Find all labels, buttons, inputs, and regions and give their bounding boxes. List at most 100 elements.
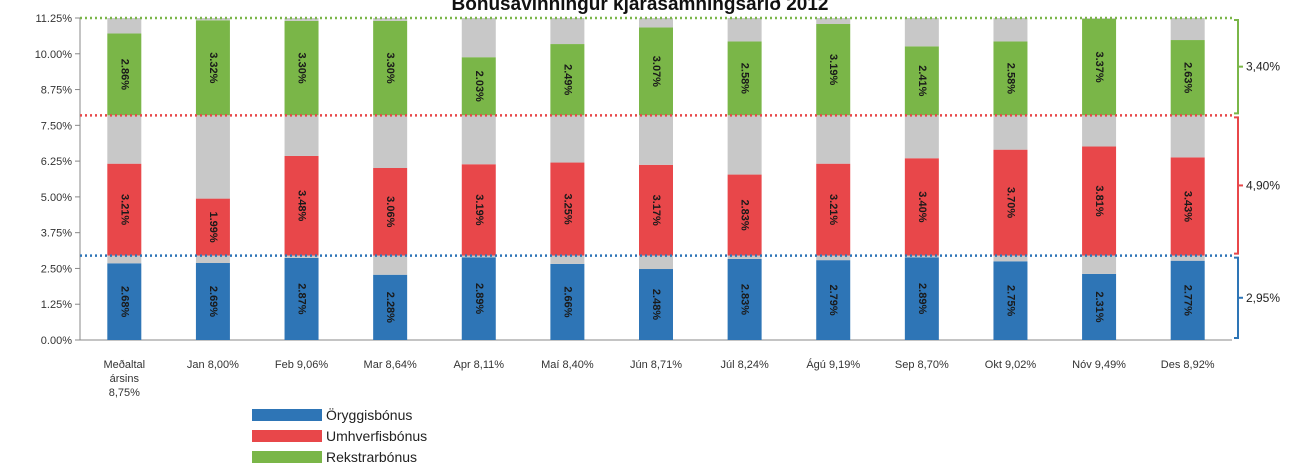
data-label: 3.30% bbox=[296, 52, 308, 83]
data-label: 3.70% bbox=[1004, 187, 1016, 218]
bar-segment bbox=[816, 260, 851, 340]
y-axis: 0.00% 1.25% 2.50% 3.75% 5.00% 6.25% 7.50% 8.75%… bbox=[35, 13, 1232, 347]
bar-segment bbox=[816, 163, 851, 256]
bar-segment bbox=[373, 274, 408, 340]
bar-segment bbox=[107, 163, 142, 256]
bar-segment bbox=[639, 269, 673, 340]
bar-segment bbox=[904, 257, 939, 340]
bar-segment bbox=[993, 149, 1028, 256]
band-brackets: 2,95% 4,90% 3,40% bbox=[1234, 19, 1280, 339]
y-tick-label: 6.25% bbox=[41, 156, 72, 168]
data-label: 2.28% bbox=[384, 292, 396, 323]
data-label: 2.49% bbox=[561, 64, 573, 95]
remainder-segment bbox=[373, 18, 408, 21]
remainder-segment bbox=[373, 115, 408, 168]
data-label: 3.06% bbox=[384, 196, 396, 227]
data-label: 2.75% bbox=[1004, 285, 1016, 316]
bar-segment bbox=[550, 263, 585, 340]
remainder-segment bbox=[639, 115, 673, 165]
data-label: 2.58% bbox=[1004, 63, 1016, 94]
remainder-segment bbox=[993, 115, 1028, 150]
y-tick-label: 3.75% bbox=[41, 228, 72, 240]
y-tick-label: 10.00% bbox=[35, 49, 73, 61]
y-tick-label: 8.75% bbox=[41, 85, 72, 97]
x-tick-label: Jan 8,00% bbox=[187, 359, 239, 371]
bar-segment bbox=[993, 261, 1028, 340]
remainder-segment bbox=[1170, 115, 1205, 158]
data-label: 2.83% bbox=[739, 284, 751, 315]
bar-segment bbox=[373, 167, 408, 256]
bar-segment bbox=[904, 46, 939, 116]
band-bracket bbox=[1234, 256, 1239, 339]
data-label: 2.48% bbox=[650, 289, 662, 320]
bar-segment bbox=[1170, 40, 1205, 116]
data-label: 2.31% bbox=[1093, 291, 1105, 322]
bar-segment bbox=[1082, 146, 1117, 256]
band-label: 3,40% bbox=[1246, 60, 1280, 74]
x-tick-label: Okt 9,02% bbox=[985, 359, 1037, 371]
band-label: 4,90% bbox=[1246, 178, 1280, 192]
band-bracket bbox=[1234, 116, 1239, 255]
data-label: 2.77% bbox=[1182, 285, 1194, 316]
legend-swatch bbox=[252, 408, 322, 421]
data-label: 3.19% bbox=[827, 54, 839, 85]
data-label: 2.58% bbox=[739, 63, 751, 94]
bar-segment bbox=[1082, 18, 1117, 116]
bar-segment bbox=[550, 162, 585, 256]
remainder-segment bbox=[816, 115, 851, 164]
remainder-segment bbox=[550, 115, 585, 163]
remainder-segment bbox=[816, 18, 851, 25]
data-label: 2.83% bbox=[739, 199, 751, 230]
data-label: 3.32% bbox=[207, 52, 219, 83]
legend-item: Rekstrarbónus bbox=[252, 446, 427, 467]
data-label: 2.41% bbox=[916, 65, 928, 96]
x-tick-label: Sep 8,70% bbox=[895, 359, 949, 371]
bar-segment bbox=[1170, 157, 1205, 256]
legend-label: Öryggisbónus bbox=[326, 406, 413, 423]
bar-segment bbox=[284, 20, 319, 116]
remainder-segment bbox=[816, 255, 851, 261]
bar-segment bbox=[195, 198, 230, 256]
remainder-segment bbox=[639, 18, 673, 28]
x-tick-label: Des 8,92% bbox=[1161, 359, 1215, 371]
remainder-segment bbox=[550, 255, 585, 264]
x-tick-label: Meðaltal ársins 8,75% bbox=[104, 359, 146, 399]
bar-segment bbox=[461, 164, 496, 256]
band-bracket bbox=[1234, 19, 1239, 115]
data-label: 3.81% bbox=[1093, 185, 1105, 216]
remainder-segment bbox=[195, 18, 230, 21]
band-label: 2,95% bbox=[1246, 291, 1280, 305]
bars-group: 2.68% 3.21% 2.86% 2.69% 1.99% 3.32% 2.87% 3.48%… bbox=[107, 18, 1205, 340]
data-label: 3.30% bbox=[384, 52, 396, 83]
legend-label: Umhverfisbónus bbox=[326, 427, 428, 444]
bar-segment bbox=[993, 41, 1028, 116]
bar-segment bbox=[639, 164, 673, 256]
y-tick-label: 2.50% bbox=[41, 263, 72, 275]
remainder-segment bbox=[373, 255, 408, 275]
y-tick-label: 7.50% bbox=[41, 120, 72, 132]
remainder-segment bbox=[904, 115, 939, 159]
bar-segment bbox=[904, 158, 939, 256]
data-label: 3.21% bbox=[827, 194, 839, 225]
legend-item: Öryggisbónus bbox=[252, 404, 427, 425]
remainder-segment bbox=[284, 115, 319, 156]
bar-segment bbox=[727, 174, 762, 256]
x-tick-label: Ágú 9,19% bbox=[806, 358, 860, 371]
bar-segment bbox=[284, 155, 319, 256]
legend-label: Rekstrarbónus bbox=[326, 448, 418, 465]
y-tick-label: 11.25% bbox=[36, 13, 73, 25]
bar-segment bbox=[284, 257, 319, 340]
legend-swatch bbox=[252, 429, 322, 442]
remainder-segment bbox=[904, 18, 939, 47]
bar-segment bbox=[550, 44, 585, 116]
y-tick-label: 5.00% bbox=[41, 192, 72, 204]
data-label: 1.99% bbox=[207, 211, 219, 242]
reference-lines bbox=[80, 16, 1232, 257]
remainder-segment bbox=[1170, 255, 1205, 261]
bar-segment bbox=[195, 263, 230, 340]
data-label: 2.79% bbox=[827, 284, 839, 315]
data-label: 2.89% bbox=[916, 283, 928, 314]
data-label: 2.89% bbox=[473, 283, 485, 314]
data-label: 2.69% bbox=[207, 286, 219, 317]
